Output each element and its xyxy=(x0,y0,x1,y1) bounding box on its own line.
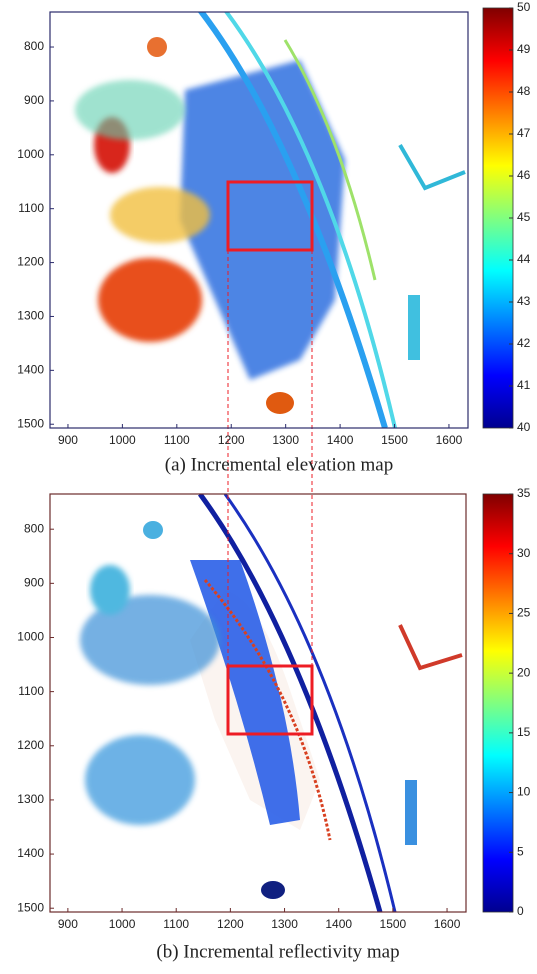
colorbar-tick-label: 43 xyxy=(517,294,531,308)
colorbar-tick-label: 49 xyxy=(517,42,531,56)
y-tick-label: 800 xyxy=(24,39,44,53)
road-edge xyxy=(223,494,397,912)
x-tick-label: 1200 xyxy=(218,433,245,447)
vegetation xyxy=(90,565,130,615)
y-tick-label: 1100 xyxy=(18,201,44,215)
x-tick-label: 1400 xyxy=(325,917,352,931)
tree-blob xyxy=(266,392,294,414)
y-tick-label: 1200 xyxy=(17,738,44,752)
y-tick-label: 1000 xyxy=(17,630,44,644)
lane xyxy=(190,560,300,825)
road-edge xyxy=(223,12,397,428)
highlight xyxy=(226,180,314,736)
colorbar-tick-label: 20 xyxy=(517,665,531,679)
structure xyxy=(405,780,417,845)
x-tick-label: 1200 xyxy=(217,917,244,931)
x-tick-label: 1100 xyxy=(164,433,190,447)
y-tick-label: 900 xyxy=(24,576,44,590)
colorbar-tick-label: 15 xyxy=(517,725,531,739)
colorbar-tick-label: 25 xyxy=(517,606,531,620)
y-tick-label: 900 xyxy=(24,93,44,107)
colorbar-tick-label: 42 xyxy=(517,336,531,350)
y-tick-label: 1100 xyxy=(18,684,44,698)
x-tick-label: 1100 xyxy=(163,917,189,931)
tree-blob xyxy=(261,881,285,899)
x-tick-label: 1600 xyxy=(436,433,463,447)
colorbar-tick-label: 5 xyxy=(517,844,524,858)
y-tick-label: 1400 xyxy=(17,363,44,377)
road-edge xyxy=(197,12,388,428)
colorbar-tick-label: 45 xyxy=(517,210,531,224)
tree-blob xyxy=(147,37,167,57)
tree-blob xyxy=(98,258,202,342)
y-tick-label: 1400 xyxy=(17,846,44,860)
colorbar xyxy=(482,493,514,913)
caption: (a) Incremental elevation map xyxy=(165,454,393,475)
x-tick-label: 1400 xyxy=(327,433,354,447)
structure xyxy=(398,143,466,191)
x-tick-label: 1600 xyxy=(434,917,461,931)
slope-area xyxy=(110,187,210,243)
colorbar-tick-label: 47 xyxy=(517,126,531,140)
colorbar-tick-label: 41 xyxy=(517,378,531,392)
colorbar xyxy=(482,7,514,429)
colorbar-tick-label: 10 xyxy=(517,785,531,799)
elevation-cloud xyxy=(75,12,466,428)
colorbar-tick-label: 35 xyxy=(517,486,531,500)
x-tick-label: 900 xyxy=(58,917,78,931)
x-tick-label: 900 xyxy=(58,433,78,447)
highlight-box xyxy=(226,664,314,736)
vegetation xyxy=(75,80,185,140)
tree-blob xyxy=(85,735,195,825)
colorbar-tick-label: 46 xyxy=(517,168,531,182)
x-tick-label: 1500 xyxy=(381,433,408,447)
y-tick-label: 1300 xyxy=(17,309,44,323)
road-surface xyxy=(180,60,345,380)
colorbar-tick-label: 48 xyxy=(517,84,531,98)
vegetation xyxy=(80,595,220,685)
structure xyxy=(398,624,463,671)
y-tick-label: 800 xyxy=(24,521,44,535)
colorbar-tick-label: 40 xyxy=(517,420,531,434)
colorbar-tick-label: 50 xyxy=(517,0,531,14)
plot-frame xyxy=(49,11,469,429)
x-tick-label: 1300 xyxy=(272,433,299,447)
x-tick-label: 1000 xyxy=(109,433,136,447)
highlight-box xyxy=(226,180,314,252)
structure xyxy=(408,295,420,360)
colorbar-tick-label: 44 xyxy=(517,252,531,266)
colorbar-tick-label: 0 xyxy=(517,904,524,918)
y-tick-label: 1300 xyxy=(17,792,44,806)
x-tick-label: 1000 xyxy=(109,917,136,931)
x-tick-label: 1300 xyxy=(271,917,298,931)
caption: (b) Incremental reflectivity map xyxy=(156,941,399,962)
colorbar-tick-label: 30 xyxy=(517,546,531,560)
y-tick-label: 1000 xyxy=(17,147,44,161)
plot-frame xyxy=(49,493,467,913)
y-tick-label: 1200 xyxy=(17,255,44,269)
y-tick-label: 1500 xyxy=(17,416,44,430)
reflectivity-cloud xyxy=(80,494,463,912)
road-edge xyxy=(283,39,377,281)
x-tick-label: 1500 xyxy=(380,917,407,931)
y-tick-label: 1500 xyxy=(17,900,44,914)
tree-blob xyxy=(143,521,163,539)
